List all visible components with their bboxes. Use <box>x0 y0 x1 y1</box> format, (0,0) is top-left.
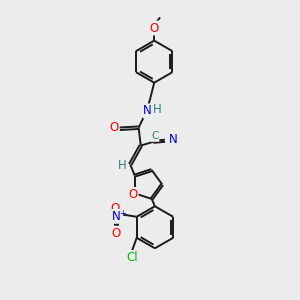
Text: N: N <box>169 133 177 146</box>
Text: N: N <box>143 104 152 117</box>
Text: O: O <box>111 202 120 215</box>
Text: O: O <box>109 121 119 134</box>
Text: O: O <box>150 22 159 34</box>
Text: O: O <box>112 227 121 240</box>
Text: O: O <box>128 188 138 201</box>
Text: H: H <box>117 159 126 172</box>
Text: N: N <box>112 210 121 223</box>
Text: +: + <box>119 209 126 218</box>
Text: H: H <box>153 103 162 116</box>
Text: Cl: Cl <box>126 251 138 264</box>
Text: C: C <box>151 131 158 141</box>
